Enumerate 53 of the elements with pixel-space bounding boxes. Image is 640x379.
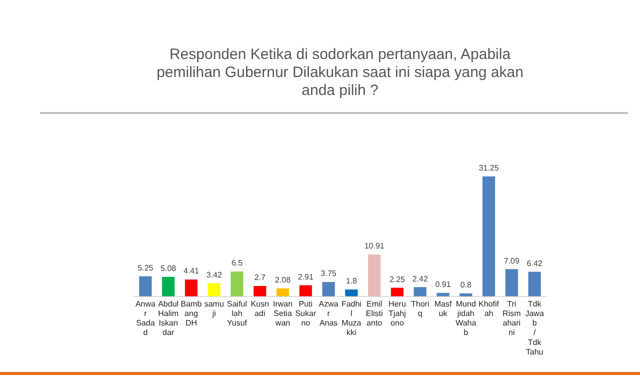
x-tick-label: Saifullah Yusuf	[226, 299, 248, 328]
x-tick-label: Emil Elistianto	[366, 299, 383, 328]
data-label: 7.09	[504, 256, 520, 266]
data-label: 6.42	[526, 258, 543, 268]
bar	[208, 283, 220, 296]
bar	[230, 271, 244, 296]
bar	[254, 286, 266, 296]
bar	[162, 276, 175, 296]
x-tick-label: Masfuk	[434, 299, 452, 318]
data-label: 2.42	[412, 274, 428, 284]
x-tick-label: Fadhil Muzakki	[341, 299, 362, 338]
data-label: 10.91	[364, 242, 385, 251]
x-tick-label: Khofifah	[478, 299, 500, 318]
bar	[528, 272, 541, 296]
bar	[345, 289, 358, 296]
x-tick-label: Heru Tjahjono	[388, 299, 406, 328]
x-tick-label: Bambang DH	[180, 299, 202, 328]
data-label: 5.25	[138, 263, 154, 272]
x-tick-label: Mundjidah Wahab	[456, 299, 477, 338]
bar	[414, 287, 426, 296]
bar	[390, 288, 404, 296]
x-tick-label: Azwar Anas	[318, 299, 339, 328]
data-label: 0.8	[460, 280, 472, 290]
x-tick-label: Abdul Halim Iskandar	[158, 299, 179, 338]
x-tick-label: samuji	[204, 299, 224, 318]
data-label: 3.75	[320, 269, 337, 278]
data-label: 2.25	[389, 274, 406, 284]
x-tick-label: Tdk Jawab / Tdk Tahu	[525, 299, 544, 356]
data-label: 2.7	[254, 273, 266, 282]
data-label: 0.91	[435, 280, 452, 290]
bar	[482, 176, 496, 296]
bar	[184, 279, 198, 296]
data-label: 6.5	[231, 258, 244, 268]
data-label: 2.08	[274, 276, 292, 285]
data-label: 5.08	[160, 264, 177, 274]
data-label: 3.42	[206, 270, 222, 280]
x-tick-label: Thoriq	[410, 299, 430, 318]
x-tick-label: Anwar Sadad	[135, 299, 156, 338]
data-label: 1.8	[346, 276, 358, 286]
data-label: 31.25	[478, 164, 500, 173]
x-tick-label: Kusnadi	[250, 299, 270, 318]
chart-title: Responden Ketika di sodorkan pertanyaan, Apabila pemilihan Gubernur Dilakukan saat ini siapa yang akan anda pilih ?	[156, 46, 524, 100]
bar	[322, 282, 335, 296]
bar	[276, 288, 290, 296]
bar	[368, 254, 381, 296]
x-tick-label: Puti Sukarno	[295, 299, 316, 328]
data-label: 2.91	[298, 272, 314, 282]
bar	[505, 269, 518, 296]
x-tick-label: Irwan Setiawan	[272, 299, 293, 328]
data-label: 4.41	[183, 266, 200, 276]
x-tick-label: Tri Rismaharini	[502, 299, 522, 338]
bar	[139, 276, 152, 296]
bar	[299, 285, 312, 296]
